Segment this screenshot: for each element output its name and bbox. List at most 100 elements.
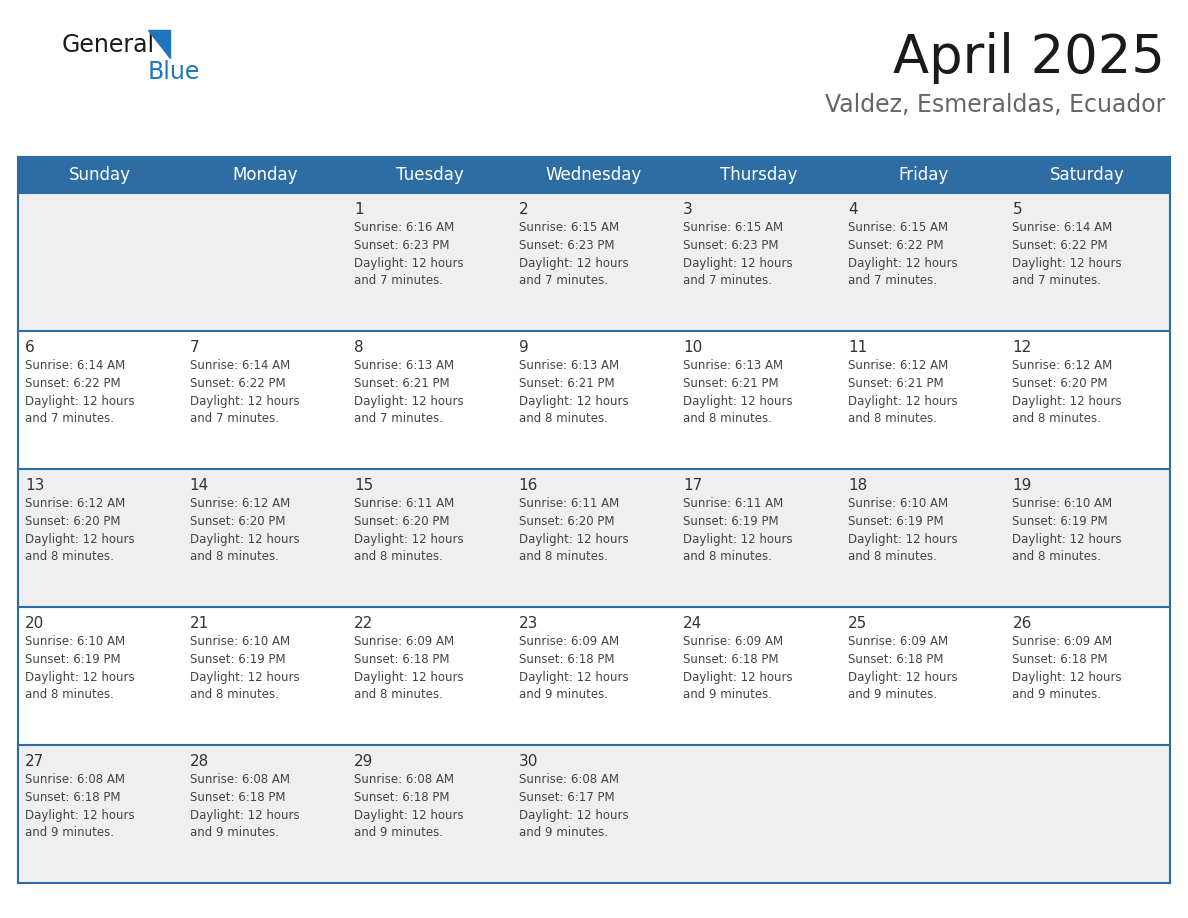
Text: Daylight: 12 hours
and 8 minutes.: Daylight: 12 hours and 8 minutes. — [25, 533, 134, 563]
Text: Sunrise: 6:15 AM: Sunrise: 6:15 AM — [519, 221, 619, 234]
Text: Sunset: 6:20 PM: Sunset: 6:20 PM — [25, 515, 120, 528]
Text: Daylight: 12 hours
and 8 minutes.: Daylight: 12 hours and 8 minutes. — [683, 395, 792, 425]
Text: Sunrise: 6:10 AM: Sunrise: 6:10 AM — [25, 635, 125, 648]
Text: 24: 24 — [683, 616, 702, 631]
Text: Valdez, Esmeraldas, Ecuador: Valdez, Esmeraldas, Ecuador — [824, 93, 1165, 117]
Text: Daylight: 12 hours
and 7 minutes.: Daylight: 12 hours and 7 minutes. — [354, 257, 463, 287]
Text: Sunset: 6:22 PM: Sunset: 6:22 PM — [25, 377, 121, 390]
Text: Sunset: 6:17 PM: Sunset: 6:17 PM — [519, 791, 614, 804]
Text: Sunrise: 6:11 AM: Sunrise: 6:11 AM — [354, 497, 454, 510]
Text: 4: 4 — [848, 202, 858, 217]
Text: Sunset: 6:21 PM: Sunset: 6:21 PM — [519, 377, 614, 390]
Text: Sunset: 6:19 PM: Sunset: 6:19 PM — [683, 515, 779, 528]
Text: Sunset: 6:19 PM: Sunset: 6:19 PM — [848, 515, 943, 528]
Text: Daylight: 12 hours
and 8 minutes.: Daylight: 12 hours and 8 minutes. — [1012, 533, 1121, 563]
Polygon shape — [148, 30, 170, 58]
Text: 11: 11 — [848, 340, 867, 355]
Bar — [18, 193, 1170, 331]
Bar — [18, 745, 1170, 883]
Text: Daylight: 12 hours
and 8 minutes.: Daylight: 12 hours and 8 minutes. — [848, 533, 958, 563]
Text: 17: 17 — [683, 478, 702, 493]
Text: Sunrise: 6:14 AM: Sunrise: 6:14 AM — [190, 359, 290, 372]
Text: Daylight: 12 hours
and 9 minutes.: Daylight: 12 hours and 9 minutes. — [25, 809, 134, 839]
Text: Sunrise: 6:09 AM: Sunrise: 6:09 AM — [848, 635, 948, 648]
Text: 28: 28 — [190, 754, 209, 769]
Text: April 2025: April 2025 — [893, 32, 1165, 84]
Text: Sunset: 6:23 PM: Sunset: 6:23 PM — [519, 239, 614, 252]
Text: Sunset: 6:20 PM: Sunset: 6:20 PM — [519, 515, 614, 528]
Text: Sunrise: 6:15 AM: Sunrise: 6:15 AM — [683, 221, 783, 234]
Text: Sunrise: 6:13 AM: Sunrise: 6:13 AM — [354, 359, 454, 372]
Text: Sunset: 6:19 PM: Sunset: 6:19 PM — [190, 653, 285, 666]
Text: 19: 19 — [1012, 478, 1032, 493]
Text: Monday: Monday — [232, 166, 298, 184]
Text: 30: 30 — [519, 754, 538, 769]
Text: 21: 21 — [190, 616, 209, 631]
Text: Sunrise: 6:09 AM: Sunrise: 6:09 AM — [519, 635, 619, 648]
Text: Sunset: 6:23 PM: Sunset: 6:23 PM — [354, 239, 449, 252]
Text: 23: 23 — [519, 616, 538, 631]
Text: 22: 22 — [354, 616, 373, 631]
Text: Sunset: 6:20 PM: Sunset: 6:20 PM — [190, 515, 285, 528]
Text: 20: 20 — [25, 616, 44, 631]
Text: Sunset: 6:18 PM: Sunset: 6:18 PM — [25, 791, 120, 804]
Text: Sunrise: 6:11 AM: Sunrise: 6:11 AM — [519, 497, 619, 510]
Text: Daylight: 12 hours
and 8 minutes.: Daylight: 12 hours and 8 minutes. — [354, 671, 463, 701]
Text: Sunrise: 6:11 AM: Sunrise: 6:11 AM — [683, 497, 784, 510]
Text: Sunset: 6:19 PM: Sunset: 6:19 PM — [1012, 515, 1108, 528]
Text: Sunrise: 6:12 AM: Sunrise: 6:12 AM — [848, 359, 948, 372]
Text: Daylight: 12 hours
and 9 minutes.: Daylight: 12 hours and 9 minutes. — [1012, 671, 1121, 701]
Text: Sunrise: 6:12 AM: Sunrise: 6:12 AM — [25, 497, 125, 510]
Text: Daylight: 12 hours
and 7 minutes.: Daylight: 12 hours and 7 minutes. — [190, 395, 299, 425]
Text: Sunset: 6:21 PM: Sunset: 6:21 PM — [354, 377, 450, 390]
Text: Daylight: 12 hours
and 9 minutes.: Daylight: 12 hours and 9 minutes. — [848, 671, 958, 701]
Text: Sunrise: 6:08 AM: Sunrise: 6:08 AM — [190, 773, 290, 786]
Text: Sunrise: 6:10 AM: Sunrise: 6:10 AM — [190, 635, 290, 648]
Text: 15: 15 — [354, 478, 373, 493]
Text: Sunrise: 6:10 AM: Sunrise: 6:10 AM — [848, 497, 948, 510]
Text: 6: 6 — [25, 340, 34, 355]
Text: Sunrise: 6:08 AM: Sunrise: 6:08 AM — [25, 773, 125, 786]
Text: Sunrise: 6:08 AM: Sunrise: 6:08 AM — [519, 773, 619, 786]
Text: Wednesday: Wednesday — [545, 166, 643, 184]
Text: Sunset: 6:21 PM: Sunset: 6:21 PM — [683, 377, 779, 390]
Text: Sunrise: 6:10 AM: Sunrise: 6:10 AM — [1012, 497, 1112, 510]
Text: Sunset: 6:19 PM: Sunset: 6:19 PM — [25, 653, 121, 666]
Text: Sunrise: 6:12 AM: Sunrise: 6:12 AM — [190, 497, 290, 510]
Bar — [18, 469, 1170, 607]
Text: Daylight: 12 hours
and 8 minutes.: Daylight: 12 hours and 8 minutes. — [25, 671, 134, 701]
Text: Daylight: 12 hours
and 9 minutes.: Daylight: 12 hours and 9 minutes. — [190, 809, 299, 839]
Text: Daylight: 12 hours
and 7 minutes.: Daylight: 12 hours and 7 minutes. — [848, 257, 958, 287]
Text: 8: 8 — [354, 340, 364, 355]
Text: Sunset: 6:18 PM: Sunset: 6:18 PM — [190, 791, 285, 804]
Text: Sunset: 6:18 PM: Sunset: 6:18 PM — [1012, 653, 1108, 666]
Text: Daylight: 12 hours
and 8 minutes.: Daylight: 12 hours and 8 minutes. — [354, 533, 463, 563]
Text: Saturday: Saturday — [1050, 166, 1125, 184]
Text: 27: 27 — [25, 754, 44, 769]
Text: Daylight: 12 hours
and 7 minutes.: Daylight: 12 hours and 7 minutes. — [519, 257, 628, 287]
Text: 29: 29 — [354, 754, 373, 769]
Text: Daylight: 12 hours
and 8 minutes.: Daylight: 12 hours and 8 minutes. — [519, 395, 628, 425]
Text: Daylight: 12 hours
and 7 minutes.: Daylight: 12 hours and 7 minutes. — [1012, 257, 1121, 287]
Text: 7: 7 — [190, 340, 200, 355]
Text: Daylight: 12 hours
and 8 minutes.: Daylight: 12 hours and 8 minutes. — [683, 533, 792, 563]
Text: Daylight: 12 hours
and 9 minutes.: Daylight: 12 hours and 9 minutes. — [519, 671, 628, 701]
Text: 12: 12 — [1012, 340, 1031, 355]
Text: Sunset: 6:22 PM: Sunset: 6:22 PM — [848, 239, 943, 252]
Text: Tuesday: Tuesday — [396, 166, 463, 184]
Text: Sunrise: 6:13 AM: Sunrise: 6:13 AM — [683, 359, 783, 372]
Text: Daylight: 12 hours
and 8 minutes.: Daylight: 12 hours and 8 minutes. — [848, 395, 958, 425]
Text: 1: 1 — [354, 202, 364, 217]
Text: Daylight: 12 hours
and 8 minutes.: Daylight: 12 hours and 8 minutes. — [190, 533, 299, 563]
Text: Sunrise: 6:14 AM: Sunrise: 6:14 AM — [25, 359, 125, 372]
Text: Sunset: 6:21 PM: Sunset: 6:21 PM — [848, 377, 943, 390]
Text: Blue: Blue — [148, 60, 201, 84]
Text: Sunset: 6:23 PM: Sunset: 6:23 PM — [683, 239, 779, 252]
Text: 16: 16 — [519, 478, 538, 493]
Text: Thursday: Thursday — [720, 166, 797, 184]
Text: 14: 14 — [190, 478, 209, 493]
Text: 10: 10 — [683, 340, 702, 355]
Text: Daylight: 12 hours
and 8 minutes.: Daylight: 12 hours and 8 minutes. — [519, 533, 628, 563]
Text: Daylight: 12 hours
and 9 minutes.: Daylight: 12 hours and 9 minutes. — [519, 809, 628, 839]
Text: Daylight: 12 hours
and 7 minutes.: Daylight: 12 hours and 7 minutes. — [25, 395, 134, 425]
